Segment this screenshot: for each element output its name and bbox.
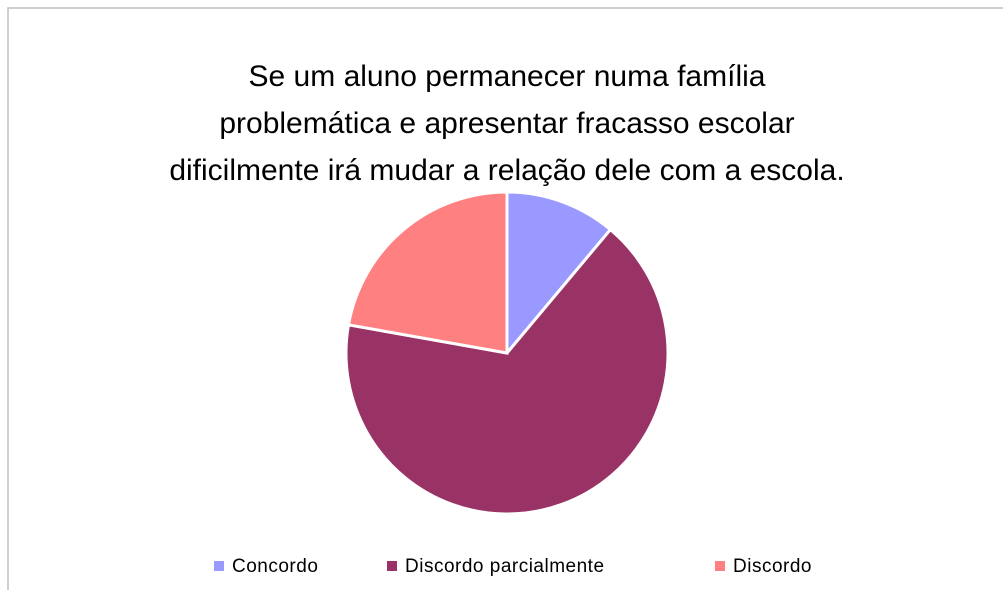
- chart-title: dificilmente irá mudar a relação dele co…: [169, 154, 844, 187]
- chart-title: problemática e apresentar fracasso escol…: [219, 107, 794, 140]
- chart-title: Se um aluno permanecer numa família: [249, 60, 766, 93]
- legend-swatch: [214, 561, 224, 571]
- pie-slice: [505, 190, 613, 358]
- legend-swatch: [387, 561, 397, 571]
- legend-label: Concordo: [232, 556, 318, 577]
- legend-label: Discordo parcialmente: [405, 556, 605, 577]
- pie-slice: [346, 190, 509, 355]
- legend-label: Discordo: [733, 556, 812, 577]
- pie-slice: [344, 227, 670, 516]
- legend-swatch: [715, 561, 725, 571]
